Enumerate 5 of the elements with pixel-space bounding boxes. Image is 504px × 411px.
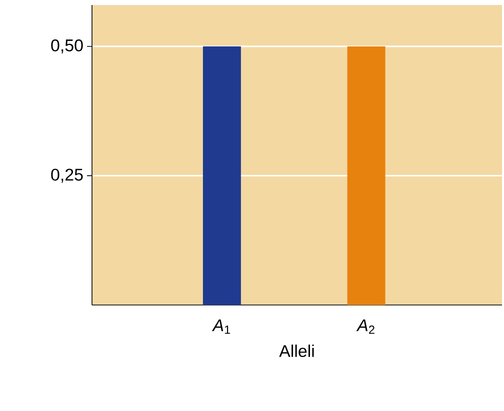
x-tick-label: A$_{1}$ bbox=[212, 320, 230, 334]
x-axis-title: Alleli bbox=[279, 344, 314, 358]
y-tick-label: 0,50 bbox=[51, 39, 83, 54]
x-tick-label: A$_{2}$ bbox=[356, 320, 374, 334]
y-tick-label: 0,25 bbox=[51, 168, 83, 183]
